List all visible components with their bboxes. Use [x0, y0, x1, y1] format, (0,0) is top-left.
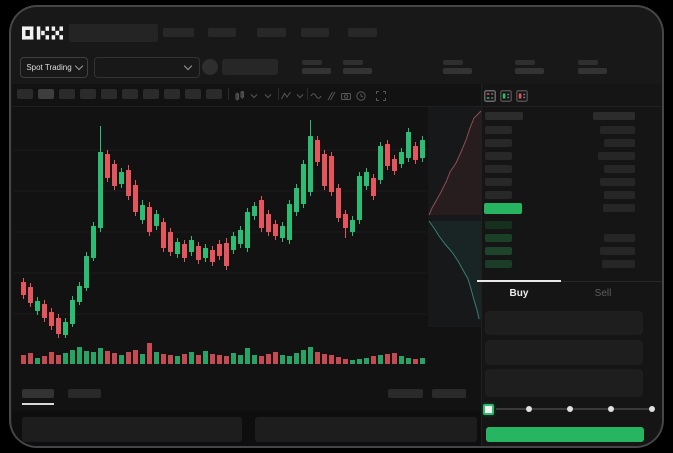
fullscreen-icon[interactable]	[375, 89, 387, 101]
book-combined-icon[interactable]	[484, 89, 496, 102]
nav-item-placeholder[interactable]	[348, 28, 377, 37]
ask-price-placeholder[interactable]	[485, 152, 512, 160]
last-amount-placeholder	[603, 204, 635, 212]
slider-dot[interactable]	[567, 406, 573, 412]
orders-panel-placeholder	[22, 417, 242, 442]
bottom-action-placeholder[interactable]	[388, 389, 423, 398]
ask-amount-placeholder[interactable]	[600, 126, 635, 134]
stat-label-placeholder	[302, 60, 322, 65]
price-input[interactable]	[485, 311, 643, 335]
orderbook-header-divider	[482, 106, 662, 107]
trade-tabs-divider	[477, 281, 662, 282]
stat-value-placeholder	[302, 68, 331, 74]
ask-amount-placeholder[interactable]	[598, 152, 635, 160]
chevron-down-icon	[183, 61, 193, 71]
bid-amount-placeholder[interactable]	[602, 260, 635, 268]
chevron-down-icon[interactable]	[294, 89, 306, 101]
market-type-label: Spot Trading	[26, 63, 72, 72]
slider-dot[interactable]	[649, 406, 655, 412]
ask-amount-placeholder[interactable]	[604, 191, 635, 199]
history-icon[interactable]	[355, 89, 367, 101]
timeframe-chip[interactable]	[206, 89, 222, 99]
toolbar-divider-line	[12, 106, 481, 107]
ask-price-placeholder[interactable]	[485, 191, 512, 199]
total-input[interactable]	[485, 369, 643, 397]
candlestick-chart[interactable]	[12, 84, 481, 376]
book-asks-icon[interactable]	[516, 89, 528, 102]
timeframe-chip[interactable]	[122, 89, 138, 99]
chevron-down-icon[interactable]	[248, 89, 260, 101]
pair-coin-icon	[202, 59, 218, 75]
bid-price-placeholder[interactable]	[485, 260, 512, 268]
orderbook-header-placeholder	[485, 112, 523, 120]
camera-icon[interactable]	[340, 89, 352, 101]
nav-item-placeholder[interactable]	[257, 28, 286, 37]
market-type-dropdown[interactable]: Spot Trading	[20, 57, 88, 78]
active-tab-underline	[22, 403, 54, 405]
last-price-bar[interactable]	[484, 203, 522, 214]
ask-amount-placeholder[interactable]	[604, 165, 635, 173]
ask-amount-placeholder[interactable]	[600, 178, 635, 186]
timeframe-chip[interactable]	[164, 89, 180, 99]
pair-selector-dropdown[interactable]	[94, 57, 200, 78]
bottom-action-placeholder[interactable]	[432, 389, 466, 398]
bid-price-placeholder[interactable]	[485, 221, 512, 229]
pair-name-placeholder	[222, 59, 278, 75]
chevron-down-icon[interactable]	[262, 89, 274, 101]
tab-sell[interactable]: Sell	[594, 287, 612, 299]
timeframe-chip[interactable]	[17, 89, 33, 99]
bid-amount-placeholder[interactable]	[604, 234, 635, 242]
tab-buy[interactable]: Buy	[509, 287, 529, 299]
bottom-tab-placeholder[interactable]	[68, 389, 101, 398]
orders-panel-placeholder	[255, 417, 477, 442]
stat-label-placeholder	[343, 60, 363, 65]
stat-value-placeholder	[443, 68, 472, 74]
timeframe-chip[interactable]	[101, 89, 117, 99]
buy-submit-button[interactable]	[486, 427, 644, 442]
toolbar-divider	[278, 88, 279, 100]
stat-value-placeholder	[343, 68, 372, 74]
ask-price-placeholder[interactable]	[485, 139, 512, 147]
bottom-tab-placeholder[interactable]	[22, 389, 54, 398]
slider-dot[interactable]	[608, 406, 614, 412]
stat-label-placeholder	[443, 60, 463, 65]
nav-item-placeholder[interactable]	[163, 28, 194, 37]
nav-item-placeholder[interactable]	[208, 28, 236, 37]
candle-style-icon[interactable]	[234, 89, 246, 101]
stat-value-placeholder	[515, 68, 544, 74]
ask-price-placeholder[interactable]	[485, 126, 512, 134]
okx-logo[interactable]: OKX	[22, 25, 63, 41]
slider-dot[interactable]	[526, 406, 532, 412]
nav-item-placeholder[interactable]	[301, 28, 329, 37]
bid-price-placeholder[interactable]	[485, 234, 512, 242]
measure-icon[interactable]	[325, 89, 337, 101]
amount-input[interactable]	[485, 340, 643, 365]
toolbar-divider	[228, 88, 229, 100]
ask-price-placeholder[interactable]	[485, 165, 512, 173]
chevron-down-icon	[74, 61, 83, 71]
ask-amount-placeholder[interactable]	[604, 139, 635, 147]
timeframe-chip[interactable]	[38, 89, 54, 99]
book-bids-icon[interactable]	[500, 89, 512, 102]
orderbook-header-placeholder	[593, 112, 635, 120]
active-tab-underline	[477, 280, 561, 282]
toolbar-divider	[307, 88, 308, 100]
stat-label-placeholder	[578, 60, 598, 65]
timeframe-chip[interactable]	[143, 89, 159, 99]
timeframe-chip[interactable]	[185, 89, 201, 99]
stat-label-placeholder	[515, 60, 535, 65]
bid-amount-placeholder[interactable]	[600, 247, 635, 255]
line-tool-icon[interactable]	[310, 89, 322, 101]
bid-price-placeholder[interactable]	[485, 247, 512, 255]
stat-value-placeholder	[578, 68, 607, 74]
timeframe-chip[interactable]	[80, 89, 96, 99]
logo-text-placeholder	[69, 24, 158, 42]
app-window: OKX Spot Trading	[11, 7, 662, 446]
timeframe-chip[interactable]	[59, 89, 75, 99]
ask-price-placeholder[interactable]	[485, 178, 512, 186]
indicators-icon[interactable]	[280, 89, 292, 101]
slider-handle[interactable]	[482, 403, 494, 415]
